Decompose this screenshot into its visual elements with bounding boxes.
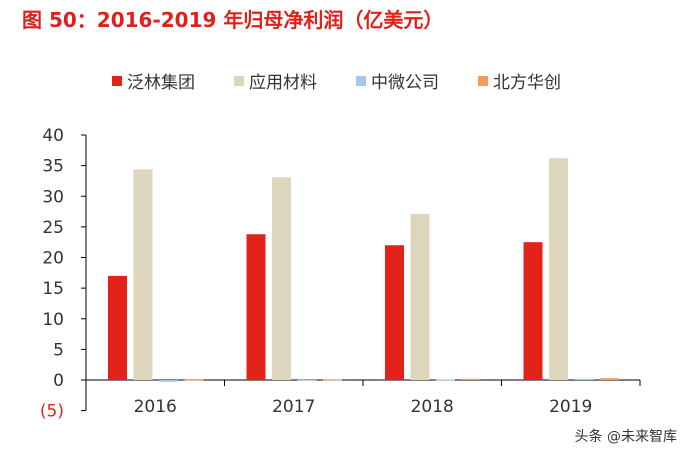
x-tick-label: 2017 — [272, 397, 315, 417]
legend-label: 中微公司 — [371, 73, 439, 93]
legend-swatch — [356, 76, 366, 86]
y-tick-label: 40 — [42, 126, 64, 146]
bar-泛林集团-2018 — [385, 245, 404, 380]
x-tick-label: 2016 — [134, 397, 177, 417]
y-tick-label: 30 — [42, 187, 64, 207]
y-tick-label: 5 — [53, 340, 64, 360]
y-tick-label: 25 — [42, 218, 64, 238]
bar-泛林集团-2017 — [246, 234, 266, 380]
x-tick-label: 2018 — [411, 397, 454, 417]
bar-北方华创-2018 — [461, 378, 481, 380]
y-tick-label: 20 — [42, 249, 64, 269]
y-tick-label: 10 — [42, 310, 64, 330]
y-tick-label: 35 — [42, 157, 64, 177]
legend-swatch — [478, 76, 488, 86]
bar-北方华创-2017 — [323, 379, 342, 381]
watermark: 头条 @未来智库 — [574, 429, 677, 445]
x-tick-label: 2019 — [549, 397, 592, 417]
y-tick-label: 0 — [53, 371, 64, 391]
legend-swatch — [234, 76, 244, 86]
bar-中微公司-2016 — [159, 380, 178, 382]
legend-label: 泛林集团 — [127, 73, 195, 93]
y-tick-label: (5) — [40, 402, 64, 422]
legend-label: 应用材料 — [249, 73, 317, 93]
legend-label: 北方华创 — [493, 73, 561, 93]
bar-中微公司-2019 — [574, 378, 594, 380]
bar-泛林集团-2016 — [108, 275, 127, 380]
legend-swatch — [112, 76, 122, 86]
bar-应用材料-2016 — [133, 169, 153, 380]
y-tick-label: 15 — [42, 279, 64, 299]
bar-中微公司-2017 — [297, 379, 317, 381]
bar-应用材料-2019 — [549, 158, 568, 380]
bar-泛林集团-2019 — [523, 242, 543, 380]
chart-title: 图 50：2016-2019 年归母净利润（亿美元） — [22, 8, 444, 32]
bar-北方华创-2019 — [600, 378, 619, 380]
bar-应用材料-2018 — [410, 214, 430, 380]
bar-应用材料-2017 — [272, 177, 291, 380]
bar-中微公司-2018 — [436, 379, 455, 381]
bar-北方华创-2016 — [184, 379, 204, 381]
